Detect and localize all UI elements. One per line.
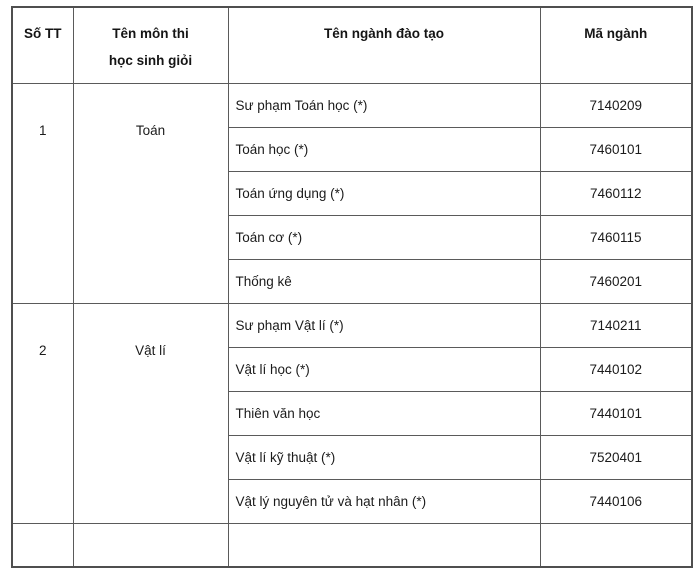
major-cell: Toán học (*): [228, 127, 540, 171]
major-cell: Vật lí kỹ thuật (*): [228, 435, 540, 479]
header-stt: Số TT: [12, 7, 73, 83]
code-cell: 7440102: [540, 347, 692, 391]
table-row: 1 Toán Sư phạm Toán học (*) 7140209: [12, 83, 692, 127]
header-major-label: Tên ngành đào tạo: [324, 26, 444, 41]
header-subject: Tên môn thi học sinh giỏi: [73, 7, 228, 83]
header-subject-line1: Tên môn thi: [75, 20, 227, 47]
header-code-label: Mã ngành: [584, 26, 647, 41]
header-subject-line2: học sinh giỏi: [75, 47, 227, 74]
code-cell: 7460201: [540, 259, 692, 303]
major-cell: Sư phạm Vật lí (*): [228, 303, 540, 347]
code-cell: 7460115: [540, 215, 692, 259]
code-cell: 7440101: [540, 391, 692, 435]
code-cell: 7460101: [540, 127, 692, 171]
table-row: 2 Vật lí Sư phạm Vật lí (*) 7140211: [12, 303, 692, 347]
stt-cell: 2: [12, 303, 73, 523]
major-cell: Toán cơ (*): [228, 215, 540, 259]
major-cell: Vật lý nguyên tử và hạt nhân (*): [228, 479, 540, 523]
subject-cell: Toán: [73, 83, 228, 303]
header-major: Tên ngành đào tạo: [228, 7, 540, 83]
majors-table: Số TT Tên môn thi học sinh giỏi Tên ngàn…: [11, 6, 693, 568]
subject-cell: Vật lí: [73, 303, 228, 523]
header-stt-label: Số TT: [24, 26, 62, 41]
major-cell: Thiên văn học: [228, 391, 540, 435]
code-cell: 7140209: [540, 83, 692, 127]
stt-cell: 1: [12, 83, 73, 303]
document-page: Số TT Tên môn thi học sinh giỏi Tên ngàn…: [11, 6, 693, 568]
code-cell: 7440106: [540, 479, 692, 523]
code-cell: 7520401: [540, 435, 692, 479]
header-row: Số TT Tên môn thi học sinh giỏi Tên ngàn…: [12, 7, 692, 83]
major-cell: Vật lí học (*): [228, 347, 540, 391]
code-cell: 7140211: [540, 303, 692, 347]
major-cell: Sư phạm Toán học (*): [228, 83, 540, 127]
header-code: Mã ngành: [540, 7, 692, 83]
major-cell: Thống kê: [228, 259, 540, 303]
major-cell: Toán ứng dụng (*): [228, 171, 540, 215]
code-cell: 7460112: [540, 171, 692, 215]
